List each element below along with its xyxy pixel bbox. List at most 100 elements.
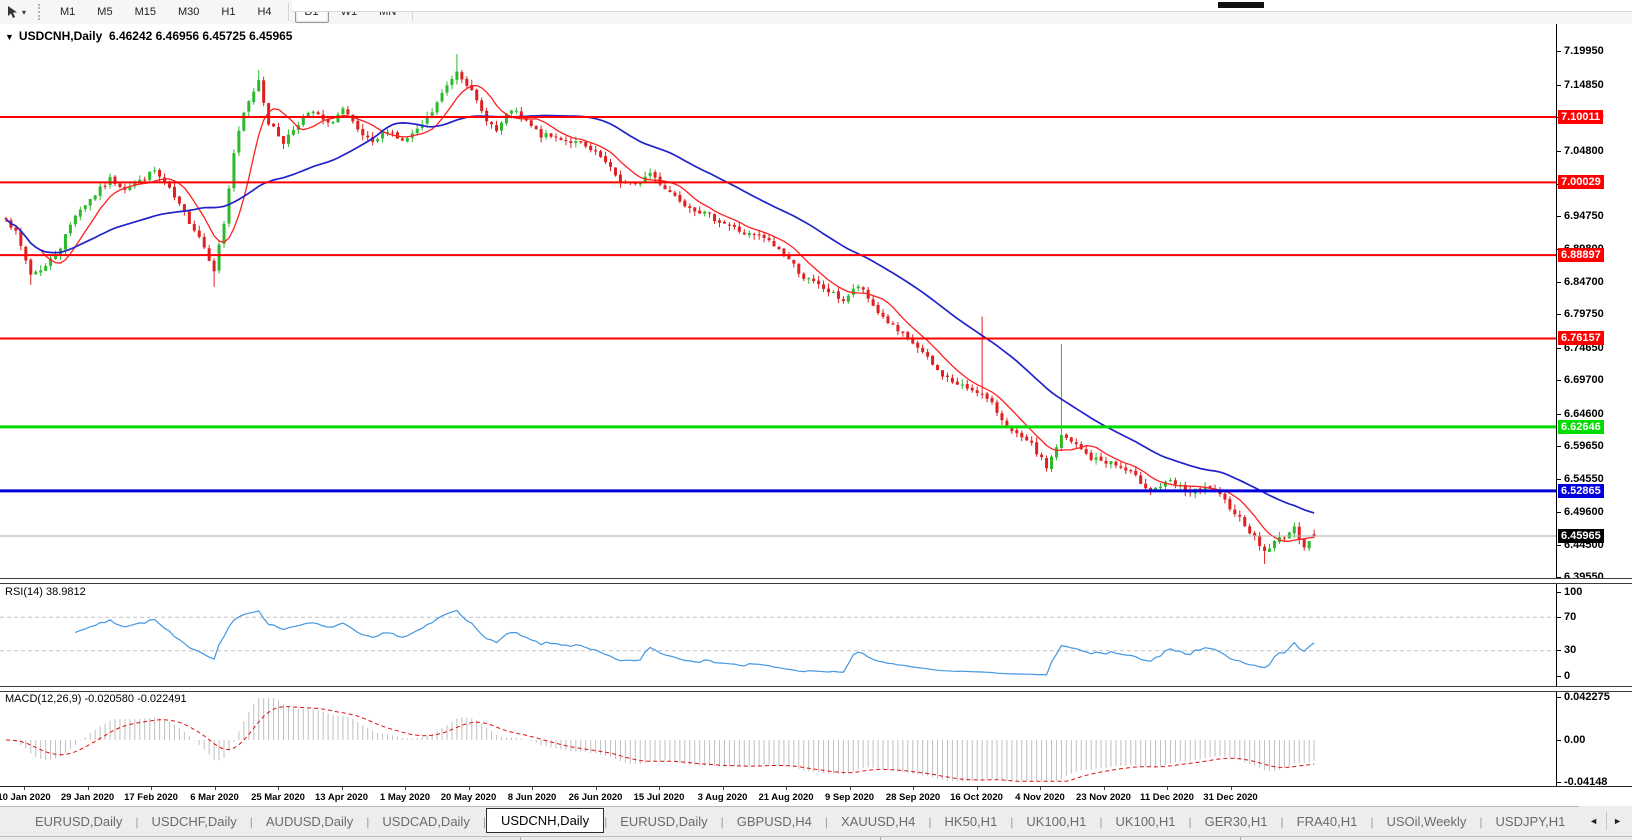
symbol-tab-uk100-h1[interactable]: UK100,H1 bbox=[1026, 814, 1087, 829]
current-price-label: 6.45965 bbox=[1558, 529, 1604, 543]
level-price-label: 6.52865 bbox=[1558, 483, 1604, 498]
price-tick: 6.64600 bbox=[1557, 408, 1604, 421]
price-tick: 6.54550 bbox=[1557, 473, 1604, 486]
collapse-triangle-icon[interactable]: ▼ bbox=[5, 32, 14, 42]
chart-ohlc-values: 6.46242 6.46956 6.45725 6.45965 bbox=[108, 29, 293, 43]
scrollbar-thumb[interactable] bbox=[1218, 2, 1264, 8]
tab-separator: | bbox=[482, 814, 486, 829]
macd-axis-tick: 0.042275 bbox=[1557, 691, 1610, 704]
time-axis[interactable]: 10 Jan 2020 29 Jan 2020 17 Feb 2020 6 Mar 2… bbox=[0, 786, 1632, 807]
symbol-tab-gbpusd-h4[interactable]: GBPUSD,H4 bbox=[736, 814, 812, 829]
tab-separator: | bbox=[928, 814, 932, 829]
symbol-tab-fra40-h1[interactable]: FRA40,H1 bbox=[1296, 814, 1358, 829]
timeframe-button-h4[interactable]: H4 bbox=[257, 5, 272, 18]
date-label: 1 May 2020 bbox=[379, 792, 431, 803]
time-tick bbox=[278, 787, 279, 790]
price-tick: 6.84700 bbox=[1557, 276, 1604, 289]
date-label: 17 Feb 2020 bbox=[124, 792, 178, 803]
date-label: 8 Jun 2020 bbox=[507, 792, 557, 803]
timeframe-button-m5[interactable]: M5 bbox=[97, 5, 113, 18]
chevron-down-icon[interactable]: ▾ bbox=[22, 7, 27, 17]
level-price-label: 6.76157 bbox=[1558, 331, 1604, 346]
time-tick bbox=[849, 787, 851, 790]
symbol-tab-ger30-h1[interactable]: GER30,H1 bbox=[1204, 814, 1268, 829]
tab-separator: | bbox=[1370, 814, 1374, 829]
time-tick bbox=[786, 787, 787, 790]
rsi-axis-tick: 100 bbox=[1557, 586, 1582, 599]
rsi-axis-tick: 70 bbox=[1557, 611, 1576, 624]
date-label: 28 Sep 2020 bbox=[885, 792, 941, 803]
symbol-tab-audusd-daily[interactable]: AUDUSD,Daily bbox=[265, 814, 354, 829]
date-label: 23 Nov 2020 bbox=[1076, 792, 1131, 803]
time-tick bbox=[1103, 787, 1105, 790]
tab-separator: | bbox=[1280, 814, 1284, 829]
status-divider bbox=[520, 837, 521, 840]
tab-separator: | bbox=[824, 814, 828, 829]
time-tick bbox=[595, 787, 597, 790]
cursor-arrow-icon bbox=[8, 6, 17, 18]
tab-separator: | bbox=[1188, 814, 1192, 829]
chart-symbol-period: USDCNH,Daily bbox=[18, 29, 103, 43]
date-label: 29 Jan 2020 bbox=[60, 792, 115, 803]
date-label: 26 Jun 2020 bbox=[568, 792, 623, 803]
panel-separator[interactable] bbox=[0, 686, 1632, 692]
macd-axis-tick: -0.04148 bbox=[1557, 776, 1607, 789]
tab-separator: | bbox=[366, 814, 370, 829]
timeframe-button-m30[interactable]: M30 bbox=[177, 5, 200, 18]
rsi-panel[interactable] bbox=[0, 582, 1556, 686]
time-tick bbox=[532, 787, 533, 790]
timeframe-button-h1[interactable]: H1 bbox=[221, 5, 236, 18]
status-bar-edge bbox=[0, 836, 1632, 840]
symbol-tab-xauusd-h4[interactable]: XAUUSD,H4 bbox=[841, 814, 916, 829]
timeframe-button-m1[interactable]: M1 bbox=[60, 5, 76, 18]
macd-indicator-label: MACD(12,26,9) -0.020580 -0.022491 bbox=[5, 693, 187, 705]
symbol-tab-usdcad-daily[interactable]: USDCAD,Daily bbox=[382, 814, 470, 829]
time-tick bbox=[1040, 787, 1041, 790]
toolbar-separator bbox=[287, 3, 289, 21]
price-chart[interactable] bbox=[0, 26, 1556, 578]
status-divider bbox=[1240, 837, 1241, 840]
macd-panel[interactable] bbox=[0, 690, 1556, 786]
tab-separator: | bbox=[1099, 814, 1103, 829]
symbol-tab-uk100-h1[interactable]: UK100,H1 bbox=[1115, 814, 1176, 829]
tab-scroll-left-icon[interactable]: ◄ bbox=[1589, 816, 1599, 826]
panel-separator[interactable] bbox=[0, 578, 1632, 584]
level-price-label: 7.00029 bbox=[1558, 175, 1604, 190]
time-tick bbox=[1230, 787, 1232, 790]
symbol-tab-bar: EURUSD,Daily | USDCHF,Daily | AUDUSD,Daily | U… bbox=[0, 806, 1632, 836]
level-price-label: 7.10011 bbox=[1558, 110, 1604, 125]
time-tick bbox=[24, 787, 25, 790]
chart-title: ▼ USDCNH,Daily 6.46242 6.46956 6.45725 6.… bbox=[5, 29, 292, 43]
tab-separator: | bbox=[249, 814, 253, 829]
price-tick: 6.69700 bbox=[1557, 374, 1604, 387]
price-tick: 7.14850 bbox=[1557, 79, 1604, 92]
time-tick bbox=[214, 787, 216, 790]
date-label: 4 Nov 2020 bbox=[1015, 792, 1065, 803]
symbol-tab-usdcnh-daily[interactable]: USDCNH,Daily bbox=[485, 808, 605, 833]
symbol-tab-eurusd-daily[interactable]: EURUSD,Daily bbox=[620, 814, 708, 829]
tab-separator: | bbox=[604, 814, 608, 829]
rsi-axis-tick: 30 bbox=[1557, 644, 1576, 657]
time-tick bbox=[341, 787, 343, 790]
price-tick: 7.04800 bbox=[1557, 145, 1604, 158]
date-label: 13 Apr 2020 bbox=[315, 792, 368, 803]
time-tick bbox=[468, 787, 470, 790]
price-axis[interactable]: 7.199507.148507.099007.048006.997006.947… bbox=[1556, 24, 1632, 789]
time-tick bbox=[976, 787, 978, 790]
tab-scroll-right-icon[interactable]: ► bbox=[1606, 812, 1628, 830]
timeframe-button-m15[interactable]: M15 bbox=[134, 5, 156, 18]
chart-tool-button[interactable]: ▾ bbox=[0, 5, 32, 19]
toolbar-grip[interactable] bbox=[38, 4, 43, 20]
chart-horizontal-scrollbar[interactable] bbox=[292, 0, 1632, 12]
tab-separator: | bbox=[135, 814, 139, 829]
symbol-tab-usoil-weekly[interactable]: USOil,Weekly bbox=[1386, 814, 1467, 829]
symbol-tab-eurusd-daily[interactable]: EURUSD,Daily bbox=[35, 814, 123, 829]
symbol-tab-hk50-h1[interactable]: HK50,H1 bbox=[944, 814, 998, 829]
date-label: 21 Aug 2020 bbox=[758, 792, 814, 803]
symbol-tab-usdchf-daily[interactable]: USDCHF,Daily bbox=[151, 814, 237, 829]
date-label: 3 Aug 2020 bbox=[697, 792, 748, 803]
symbol-tab-usdjpy-h1[interactable]: USDJPY,H1 bbox=[1495, 814, 1566, 829]
price-tick: 6.59650 bbox=[1557, 440, 1604, 453]
price-tick: 6.79750 bbox=[1557, 308, 1604, 321]
date-label: 16 Oct 2020 bbox=[950, 792, 1003, 803]
